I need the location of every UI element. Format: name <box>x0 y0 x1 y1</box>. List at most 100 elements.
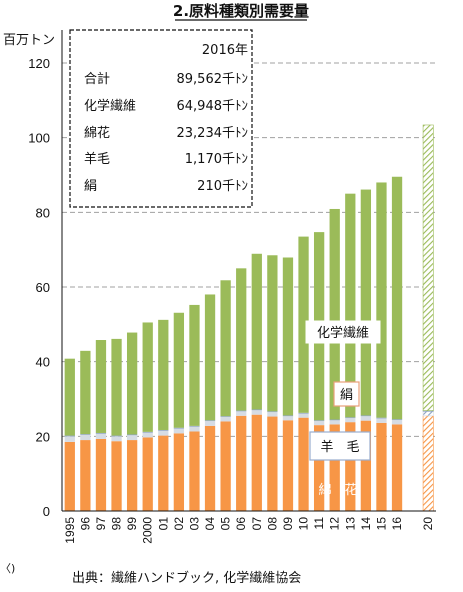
bar-segment <box>376 422 387 511</box>
bar-segment <box>267 411 278 413</box>
svg-text:化学繊維: 化学繊維 <box>317 325 369 341</box>
bar-segment <box>142 431 153 433</box>
bar-segment <box>80 350 91 435</box>
bar-segment <box>329 419 340 421</box>
y-tick-labels: 0 20 40 60 80 100 120 <box>28 56 50 519</box>
bar-segment <box>422 124 434 411</box>
bar-segment <box>345 422 356 511</box>
bar-segment <box>329 208 340 420</box>
stat-row-label: 合計 <box>84 71 110 87</box>
x-tick-label: 01 <box>156 517 170 531</box>
bar-segment <box>189 426 200 432</box>
x-tick-label: 10 <box>297 517 311 531</box>
stat-row-label: 化学繊維 <box>84 98 136 114</box>
bar-segment <box>189 425 200 427</box>
bar-segment <box>345 193 356 418</box>
x-tick-label: 04 <box>203 517 217 531</box>
x-tick-label: 98 <box>110 517 124 531</box>
bar-segment <box>189 431 200 511</box>
stat-row-value: 1,170千ﾄﾝ <box>185 152 248 167</box>
bar-segment <box>376 182 387 418</box>
stat-box-frame <box>69 29 253 208</box>
bar-segment <box>158 435 169 511</box>
source-note: 出典：繊維ハンドブック, 化学繊維協会 <box>72 570 301 586</box>
bars <box>64 124 434 512</box>
bar-segment <box>158 429 169 431</box>
bar-segment <box>220 421 231 511</box>
stat-row-value: 210千ﾄﾝ <box>197 179 248 194</box>
bar-segment <box>360 189 372 416</box>
bar-segment <box>95 432 107 434</box>
bar-segment <box>329 420 340 425</box>
x-tick-label: 16 <box>390 517 404 531</box>
x-tick-label: 05 <box>219 517 233 531</box>
bar-segment <box>173 312 185 428</box>
x-tick-label: 03 <box>187 517 201 531</box>
bar-segment <box>126 332 138 435</box>
bar-segment <box>173 428 185 434</box>
label-synthetic: 化学繊維 <box>305 320 381 344</box>
bar-segment <box>360 415 372 417</box>
bar-segment <box>173 427 185 429</box>
bar-segment <box>236 410 247 412</box>
label-silk: 絹 <box>333 381 360 407</box>
stat-row-label: 綿花 <box>84 125 110 141</box>
bar-segment <box>391 424 403 511</box>
bar-segment <box>329 424 340 511</box>
bar-segment <box>251 410 262 415</box>
x-tick-label: 06 <box>234 517 248 531</box>
bar-segment <box>80 434 91 441</box>
bar-segment <box>220 416 231 422</box>
x-tick-label: 13 <box>343 517 357 531</box>
bar-segment <box>251 414 262 511</box>
stat-row-label: 羊毛 <box>84 151 110 167</box>
x-tick-label: 96 <box>78 517 92 531</box>
stat-row-label: 絹 <box>84 179 97 194</box>
x-tick-label: 08 <box>265 517 279 531</box>
bar-segment <box>282 257 294 416</box>
stat-box-year: 2016年 <box>202 43 248 58</box>
x-tick-label: 2000 <box>141 517 155 544</box>
y-axis-unit: 百万トン <box>3 33 55 48</box>
y-tick-label: 60 <box>36 280 50 295</box>
stat-row-value: 23,234千ﾄﾝ <box>177 126 249 141</box>
bar-segment <box>391 176 403 420</box>
bar-segment <box>64 358 75 436</box>
x-tick-label: 11 <box>312 517 326 530</box>
bar-segment <box>391 419 403 421</box>
bar-segment <box>142 432 153 438</box>
x-tick-labels: 1995 96 97 98 99 2000 01 02 03 04 05 06 07 08 09 10 11 12… <box>63 517 435 544</box>
bar-segment <box>313 421 325 426</box>
bar-segment <box>204 425 216 511</box>
bar-segment <box>376 417 387 419</box>
bar-segment <box>345 417 356 419</box>
x-tick-label: 99 <box>125 517 139 531</box>
bar-segment <box>111 436 122 442</box>
bar-segment <box>267 416 278 511</box>
bar-segment <box>189 304 200 426</box>
bar-segment <box>126 440 138 511</box>
x-tick-label: 14 <box>359 517 373 531</box>
bar-segment <box>80 440 91 511</box>
bar-segment <box>64 441 75 511</box>
x-tick-label: 09 <box>281 517 295 531</box>
bar-segment <box>313 420 325 422</box>
bar-segment <box>236 268 247 411</box>
bar-segment <box>267 412 278 417</box>
bar-segment <box>95 438 107 511</box>
bar-segment <box>220 280 231 417</box>
bar-segment <box>298 413 309 418</box>
bar-segment <box>111 435 122 437</box>
y-tick-label: 0 <box>43 504 50 519</box>
bar-segment <box>220 416 231 417</box>
bar-segment <box>236 415 247 511</box>
bar-segment <box>126 434 138 436</box>
x-tick-label: 12 <box>328 517 342 531</box>
bar-segment <box>111 338 122 436</box>
bar-segment <box>64 436 75 442</box>
stat-box: 2016年 合計 89,562千ﾄﾝ 化学繊維 64,948千ﾄﾝ 綿花 23,… <box>69 29 253 208</box>
svg-text:羊 毛: 羊 毛 <box>320 439 359 455</box>
bar-segment <box>298 412 309 414</box>
bar-segment <box>80 434 91 435</box>
